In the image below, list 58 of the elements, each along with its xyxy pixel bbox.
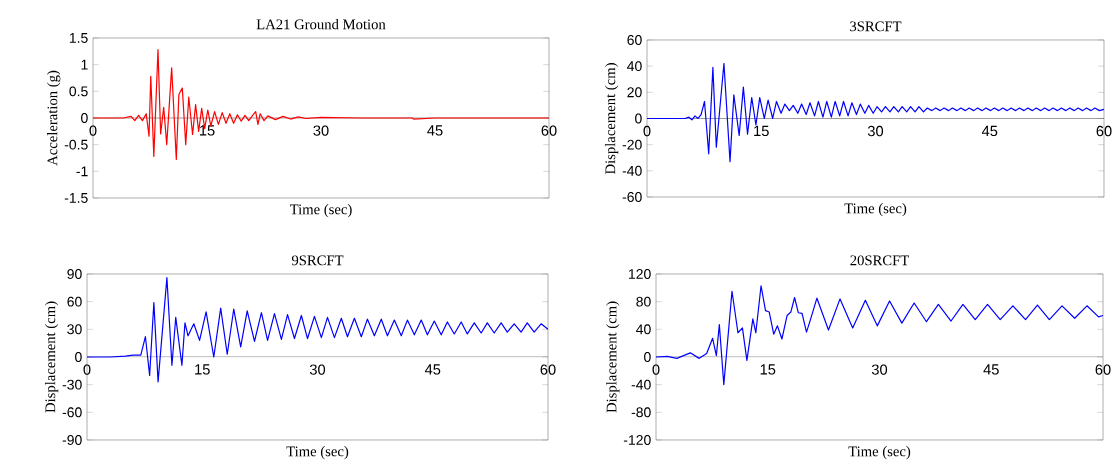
- y-tick-label: 0: [75, 352, 82, 362]
- x-tick-label: 45: [983, 364, 999, 375]
- x-axis-title: Time (sec): [844, 203, 907, 217]
- x-tick-label: 30: [871, 364, 888, 375]
- y-tick-label: -30: [62, 379, 82, 390]
- y-tick-label: 40: [627, 61, 642, 72]
- y-tick-label: -60: [622, 192, 642, 202]
- x-tick-label: 60: [540, 364, 556, 375]
- y-axis-title: Acceleration (g): [47, 70, 61, 166]
- y-tick-label: 1: [81, 59, 88, 70]
- y-tick-label: -120: [623, 435, 651, 445]
- x-tick-label: 45: [424, 364, 441, 375]
- x-tick-label: 45: [427, 125, 443, 136]
- y-tick-label: -80: [631, 407, 651, 418]
- chart-title: LA21 Ground Motion: [256, 18, 386, 30]
- y-tick-label: 0.5: [69, 86, 88, 97]
- y-tick-label: -60: [62, 407, 82, 418]
- x-tick-label: 30: [309, 364, 326, 375]
- x-tick-label: 0: [652, 364, 660, 375]
- y-tick-label: -1: [76, 166, 88, 177]
- y-tick-label: -1.5: [64, 193, 88, 203]
- y-tick-label: 60: [67, 296, 82, 307]
- x-axis-title: Time (sec): [286, 446, 349, 460]
- x-tick-label: 30: [313, 125, 329, 136]
- y-tick-label: 80: [636, 296, 651, 307]
- chart-title: 3SRCFT: [850, 21, 902, 32]
- x-tick-label: 60: [1095, 364, 1111, 375]
- y-axis-title: Displacement (cm): [44, 301, 59, 413]
- y-tick-label: -0.5: [64, 139, 88, 150]
- y-axis-title: Displacement (cm): [604, 63, 619, 175]
- y-tick-label: -40: [622, 165, 642, 176]
- x-tick-label: 30: [867, 125, 884, 137]
- x-tick-label: 45: [981, 125, 998, 137]
- y-tick-label: 30: [67, 324, 82, 335]
- y-tick-label: 0: [644, 352, 651, 362]
- x-tick-label: 15: [760, 364, 776, 375]
- y-tick-label: -40: [631, 379, 651, 390]
- x-tick-label: 15: [199, 125, 215, 136]
- y-tick-label: 1.5: [69, 33, 88, 43]
- y-tick-label: 40: [636, 324, 651, 335]
- y-tick-label: 90: [67, 269, 82, 279]
- y-tick-label: 60: [627, 35, 642, 45]
- x-tick-label: 60: [541, 125, 557, 136]
- x-axis-title: Time (sec): [848, 446, 911, 460]
- y-tick-label: 0: [81, 113, 88, 123]
- y-tick-label: -90: [62, 435, 82, 445]
- x-axis-title: Time (sec): [289, 204, 352, 218]
- chart-title: 20SRCFT: [850, 255, 910, 266]
- x-tick-label: 15: [195, 364, 210, 375]
- chart-title: 9SRCFT: [291, 255, 344, 266]
- x-tick-label: 0: [89, 125, 97, 136]
- y-tick-label: 0: [635, 113, 642, 124]
- y-axis-title: Displacement (cm): [606, 301, 620, 413]
- y-tick-label: 120: [629, 269, 651, 279]
- y-tick-label: 20: [627, 87, 642, 98]
- x-tick-label: 60: [1096, 125, 1112, 137]
- x-tick-label: 15: [754, 125, 769, 137]
- y-tick-label: -20: [622, 139, 642, 150]
